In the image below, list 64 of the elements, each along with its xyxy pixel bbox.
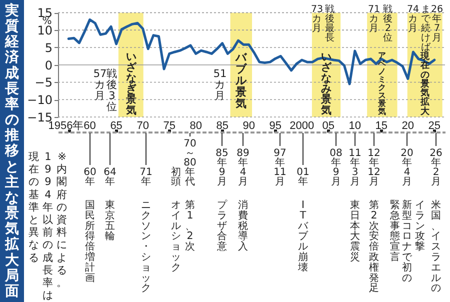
text: オイルショック xyxy=(171,200,181,274)
text: 第1、2次 xyxy=(185,199,195,253)
text: 20年4月 xyxy=(400,148,414,188)
text: 1994年以前の成長率は xyxy=(42,151,54,302)
text: 第2次安倍政権発足 xyxy=(369,200,379,294)
annotation: 戦後最長 xyxy=(325,3,335,44)
annotation: 74カ月 xyxy=(406,4,420,34)
text: イラン攻撃 xyxy=(415,200,425,253)
x-tick-label: 2000 xyxy=(290,120,314,132)
band-label: いざなぎ景気 xyxy=(124,51,137,116)
x-tick-label: 25 xyxy=(428,120,441,132)
text: 01年 xyxy=(296,167,310,188)
text: 85年9月 xyxy=(216,148,228,188)
text: 東日本大震災 xyxy=(350,199,360,263)
x-tick-label: 20 xyxy=(402,120,414,132)
text: 89年4月 xyxy=(236,148,250,188)
text: 64年 xyxy=(104,167,116,188)
y-tick-label: −10 xyxy=(27,93,52,108)
text: 米国、イスラエルの xyxy=(431,200,441,294)
y-tick-label: 0 xyxy=(44,58,52,72)
text: ※内閣府の資料による。 xyxy=(56,151,68,289)
annotation: 26年7月 xyxy=(430,4,444,44)
band-label: 現在の景気拡大 xyxy=(419,51,430,117)
text: 東京五輪 xyxy=(105,199,115,242)
annotation: 73カ月 xyxy=(310,4,324,34)
x-tick-label: 15 xyxy=(375,120,388,132)
text: 97年11月 xyxy=(274,148,286,188)
annotation: 57カ月 xyxy=(93,68,107,102)
annotation: 51カ月 xyxy=(213,68,227,102)
annotation: まで続けば xyxy=(420,4,432,53)
y-tick-label: 10 xyxy=(37,24,52,38)
text: ITバブル崩壊 xyxy=(297,200,309,274)
text: ニクソン・ショック xyxy=(141,200,151,294)
text: 11年3月 xyxy=(348,148,362,188)
text: 12年12月 xyxy=(368,148,380,188)
x-tick-label: 85 xyxy=(216,120,228,132)
x-tick-label: 80 xyxy=(190,120,202,132)
y-tick-label: −5 xyxy=(34,76,52,90)
chart-title: 実質経済成長率の推移と主な景気拡大局面 xyxy=(5,3,19,300)
x-tick-label: 05 xyxy=(322,120,334,132)
text: 国民所得倍増計画 xyxy=(84,200,95,284)
annotation: 戦後2位 xyxy=(383,3,393,44)
text: プラザ合意 xyxy=(216,199,228,253)
y-tick-label: 5 xyxy=(44,40,52,55)
x-tick-label: 10 xyxy=(348,120,361,132)
x-tick-label: 65 xyxy=(110,120,122,132)
x-tick-label: 70 xyxy=(136,120,149,132)
text: 消費税導入 xyxy=(238,199,248,253)
x-tick-label: 75 xyxy=(163,120,176,132)
x-tick-label: 60 xyxy=(84,120,96,132)
text: 初頭 xyxy=(171,166,181,188)
text: 26年2月 xyxy=(430,148,442,188)
annotation: 戦後3位 xyxy=(106,67,118,113)
text: 70～80年代 xyxy=(184,138,196,188)
text: 60年 xyxy=(84,167,96,188)
text: 新型コロナで初の xyxy=(402,199,413,284)
band-label: バブル景気 xyxy=(234,51,248,110)
x-tick-label: 95 xyxy=(269,120,282,132)
x-tick-label: 90 xyxy=(242,120,255,132)
text: 08年9月 xyxy=(330,148,342,188)
text: 緊急事態宣言 xyxy=(389,199,400,263)
text: 71年 xyxy=(140,167,152,188)
annotation: 71カ月 xyxy=(368,4,380,34)
text: 現在の基準と異なる xyxy=(28,151,40,264)
